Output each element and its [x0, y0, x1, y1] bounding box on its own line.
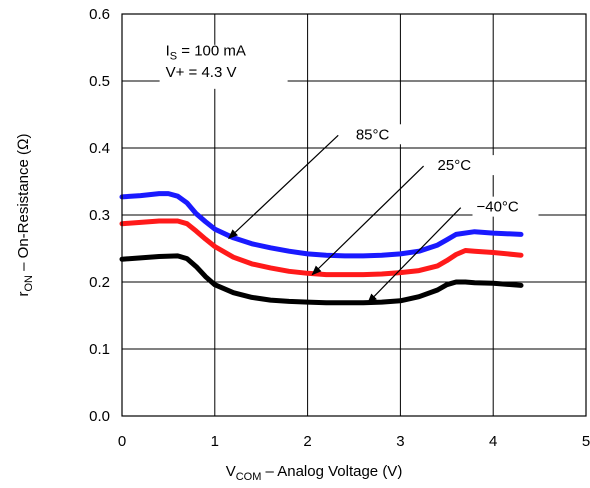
- y-tick-label: 0.2: [89, 274, 110, 291]
- x-tick-label: 1: [211, 433, 219, 450]
- y-tick-label: 0.4: [89, 140, 110, 157]
- x-tick-label: 4: [489, 433, 497, 450]
- annotation-label: −40°C: [476, 199, 518, 216]
- condition-voltage: V+ = 4.3 V: [166, 64, 237, 81]
- annotations: 85°C 25°C −40°C IS = 100 mAV+ = 4.3 V: [159, 43, 539, 304]
- y-tick-label: 0.1: [89, 341, 110, 358]
- series-line: [119, 191, 524, 259]
- plot-frame: [121, 13, 587, 417]
- x-tick-label: 3: [396, 433, 404, 450]
- annotation-label: 25°C: [438, 157, 472, 174]
- series-group: [119, 191, 524, 306]
- y-tick-label: 0.3: [89, 207, 110, 224]
- x-tick-label: 2: [303, 433, 311, 450]
- conditions-backdrop: [159, 44, 288, 89]
- y-tick-label: 0.0: [89, 408, 110, 425]
- annotation-arrow: [311, 165, 425, 276]
- x-tick-label: 5: [582, 433, 590, 450]
- annotation-backdrop: [472, 196, 539, 217]
- labels-group: 0 1 2 3 4 5 0.0 0.1 0.2 0.3 0.4 0.5 0.6 VCOM – Analog…: [15, 6, 590, 483]
- y-axis-title: rON – On-Resistance (Ω): [15, 133, 35, 296]
- y-tick-label: 0.5: [89, 73, 110, 90]
- series-line: [119, 253, 524, 306]
- x-tick-label: 0: [118, 433, 126, 450]
- annotation-label: 85°C: [356, 126, 390, 143]
- condition-current: IS = 100 mA: [166, 43, 246, 63]
- x-axis-title: VCOM – Analog Voltage (V): [226, 463, 403, 483]
- annotation-backdrop: [433, 155, 500, 176]
- annotation-arrow: [367, 207, 462, 304]
- series-line: [119, 218, 524, 278]
- annotation-backdrop: [351, 124, 418, 145]
- annotation-arrow: [227, 134, 339, 240]
- y-tick-label: 0.6: [89, 6, 110, 23]
